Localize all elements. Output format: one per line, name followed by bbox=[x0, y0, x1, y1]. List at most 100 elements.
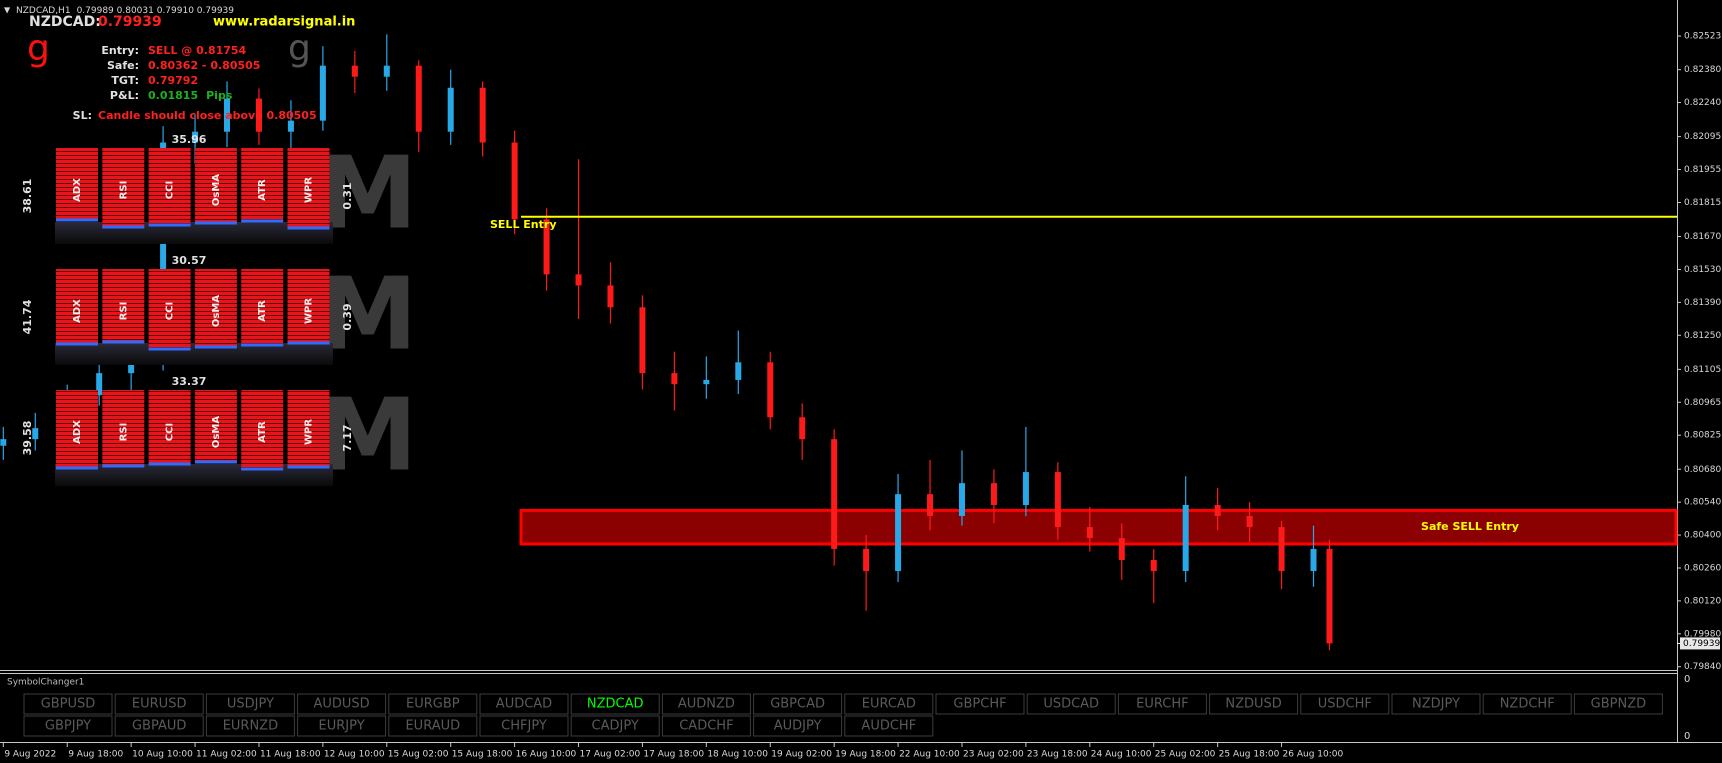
symbol-button[interactable]: EURCHF bbox=[1117, 693, 1207, 715]
button-label[interactable]: EURNZD bbox=[223, 719, 278, 734]
button-label[interactable]: NZDCHF bbox=[1500, 697, 1555, 712]
x-tick-label: 25 Aug 02:00 bbox=[1155, 750, 1216, 760]
button-label[interactable]: EURUSD bbox=[132, 697, 187, 712]
indicator-left: 41.74 bbox=[21, 299, 34, 334]
button-label[interactable]: EURJPY bbox=[319, 719, 365, 734]
button-frame[interactable] bbox=[388, 693, 478, 715]
symbol-button[interactable]: EURUSD bbox=[114, 693, 204, 715]
button-label[interactable]: USDCAD bbox=[1043, 697, 1099, 712]
symbol-button[interactable]: EURNZD bbox=[205, 715, 295, 737]
button-frame[interactable] bbox=[23, 715, 113, 737]
button-label[interactable]: EURCAD bbox=[862, 697, 916, 712]
button-label[interactable]: NZDJPY bbox=[1412, 697, 1460, 712]
symbol-button[interactable]: EURAUD bbox=[388, 715, 478, 737]
x-tick-label: 25 Aug 18:00 bbox=[1219, 750, 1280, 760]
symbol-button[interactable]: AUDJPY bbox=[753, 715, 843, 737]
symbol-button[interactable]: AUDCAD bbox=[479, 693, 569, 715]
symbol-button[interactable]: GBPNZD bbox=[1573, 693, 1663, 715]
button-label[interactable]: GBPJPY bbox=[45, 719, 91, 734]
button-frame[interactable] bbox=[1026, 693, 1116, 715]
symbol-button[interactable]: GBPCAD bbox=[753, 693, 843, 715]
button-frame[interactable] bbox=[297, 693, 387, 715]
symbol-button[interactable]: EURJPY bbox=[297, 715, 387, 737]
button-label[interactable]: GBPAUD bbox=[132, 719, 186, 734]
candle-body bbox=[1118, 538, 1125, 560]
button-label[interactable]: EURGBP bbox=[406, 697, 460, 712]
button-label[interactable]: AUDJPY bbox=[774, 719, 822, 734]
button-frame[interactable] bbox=[844, 715, 934, 737]
button-label[interactable]: CADJPY bbox=[592, 719, 639, 734]
button-label[interactable]: NZDCAD bbox=[587, 697, 644, 712]
button-frame[interactable] bbox=[114, 693, 204, 715]
candle-body bbox=[1182, 504, 1189, 572]
symbol-button[interactable]: EURGBP bbox=[388, 693, 478, 715]
indicator-column bbox=[56, 390, 98, 468]
symbol-button[interactable]: USDCHF bbox=[1300, 693, 1390, 715]
symbol-button[interactable]: NZDJPY bbox=[1391, 693, 1481, 715]
indicator-label: ADX bbox=[72, 178, 83, 202]
symbol-button[interactable]: AUDCHF bbox=[844, 715, 934, 737]
candle-body bbox=[1326, 548, 1333, 644]
button-frame[interactable] bbox=[205, 693, 295, 715]
button-frame[interactable] bbox=[661, 715, 751, 737]
button-frame[interactable] bbox=[570, 693, 660, 715]
symbol-button[interactable]: CADJPY bbox=[570, 715, 660, 737]
button-frame[interactable] bbox=[205, 715, 295, 737]
indicator-column bbox=[148, 148, 191, 225]
candle-body bbox=[447, 87, 454, 132]
button-frame[interactable] bbox=[1573, 693, 1663, 715]
button-label[interactable]: GBPCAD bbox=[770, 697, 825, 712]
button-label[interactable]: NZDUSD bbox=[1225, 697, 1281, 712]
button-frame[interactable] bbox=[1482, 693, 1572, 715]
button-label[interactable]: CADCHF bbox=[679, 719, 733, 734]
button-label[interactable]: EURAUD bbox=[405, 719, 460, 734]
button-label[interactable]: EURCHF bbox=[1136, 697, 1188, 712]
button-frame[interactable] bbox=[753, 715, 843, 737]
button-label[interactable]: AUDUSD bbox=[313, 697, 369, 712]
symbol-button[interactable]: EURCAD bbox=[844, 693, 934, 715]
symbol-button[interactable]: GBPAUD bbox=[114, 715, 204, 737]
symbol-button[interactable]: NZDCAD bbox=[570, 693, 660, 715]
safe-zone bbox=[519, 508, 1678, 546]
button-label[interactable]: GBPUSD bbox=[41, 697, 96, 712]
button-label[interactable]: USDJPY bbox=[227, 697, 274, 712]
symbol-button[interactable]: AUDUSD bbox=[297, 693, 387, 715]
button-frame[interactable] bbox=[1300, 693, 1390, 715]
button-frame[interactable] bbox=[844, 693, 934, 715]
menu-arrow[interactable]: ▼ bbox=[4, 6, 11, 15]
symbol-button[interactable]: GBPJPY bbox=[23, 715, 113, 737]
button-frame[interactable] bbox=[479, 693, 569, 715]
button-frame[interactable] bbox=[114, 715, 204, 737]
symbol-button[interactable]: AUDNZD bbox=[661, 693, 751, 715]
button-frame[interactable] bbox=[570, 715, 660, 737]
symbol-button[interactable]: CHFJPY bbox=[479, 715, 569, 737]
button-frame[interactable] bbox=[1117, 693, 1207, 715]
button-label[interactable]: AUDCHF bbox=[861, 719, 916, 734]
button-label[interactable]: AUDNZD bbox=[678, 697, 735, 712]
button-frame[interactable] bbox=[753, 693, 843, 715]
button-label[interactable]: GBPCHF bbox=[953, 697, 1006, 712]
symbol-button[interactable]: USDCAD bbox=[1026, 693, 1116, 715]
symbol-button[interactable]: CADCHF bbox=[661, 715, 751, 737]
symbol-button[interactable]: USDJPY bbox=[205, 693, 295, 715]
button-frame[interactable] bbox=[297, 715, 387, 737]
value: 0.01815 bbox=[148, 89, 198, 102]
button-frame[interactable] bbox=[388, 715, 478, 737]
button-frame[interactable] bbox=[23, 693, 113, 715]
symbol-button[interactable]: GBPUSD bbox=[23, 693, 113, 715]
symbol-button[interactable]: NZDUSD bbox=[1209, 693, 1299, 715]
x-tick-label: 19 Aug 18:00 bbox=[835, 750, 896, 760]
indicator-column bbox=[287, 390, 330, 467]
button-label[interactable]: CHFJPY bbox=[501, 719, 547, 734]
symbol-button[interactable]: GBPCHF bbox=[935, 693, 1025, 715]
button-label[interactable]: USDCHF bbox=[1318, 697, 1372, 712]
button-label[interactable]: AUDCAD bbox=[496, 697, 552, 712]
button-frame[interactable] bbox=[935, 693, 1025, 715]
button-label[interactable]: GBPNZD bbox=[1591, 697, 1646, 712]
symbol-button[interactable]: NZDCHF bbox=[1482, 693, 1572, 715]
current-price-tag bbox=[1680, 637, 1720, 650]
button-frame[interactable] bbox=[1391, 693, 1481, 715]
button-frame[interactable] bbox=[1209, 693, 1299, 715]
button-frame[interactable] bbox=[661, 693, 751, 715]
button-frame[interactable] bbox=[479, 715, 569, 737]
